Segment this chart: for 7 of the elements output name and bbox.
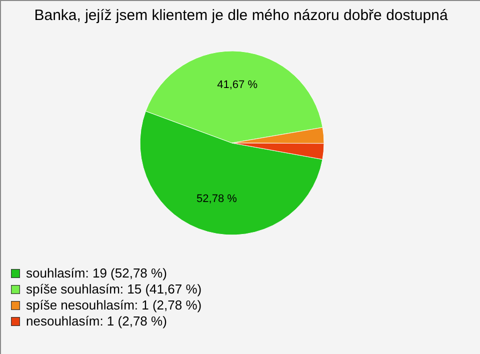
chart-title: Banka, jejíž jsem klientem je dle mého názoru dobře dostupná [34, 7, 448, 24]
legend-label: spíše nesouhlasím: 1 (2,78 %) [26, 298, 202, 312]
data-label: 41,67 % [217, 79, 258, 92]
legend-label: spíše souhlasím: 15 (41,67 %) [26, 282, 202, 296]
data-label: 52,78 % [196, 192, 238, 205]
legend-label: nesouhlasím: 1 (2,78 %) [26, 314, 167, 328]
legend-label: souhlasím: 19 (52,78 %) [26, 266, 167, 280]
